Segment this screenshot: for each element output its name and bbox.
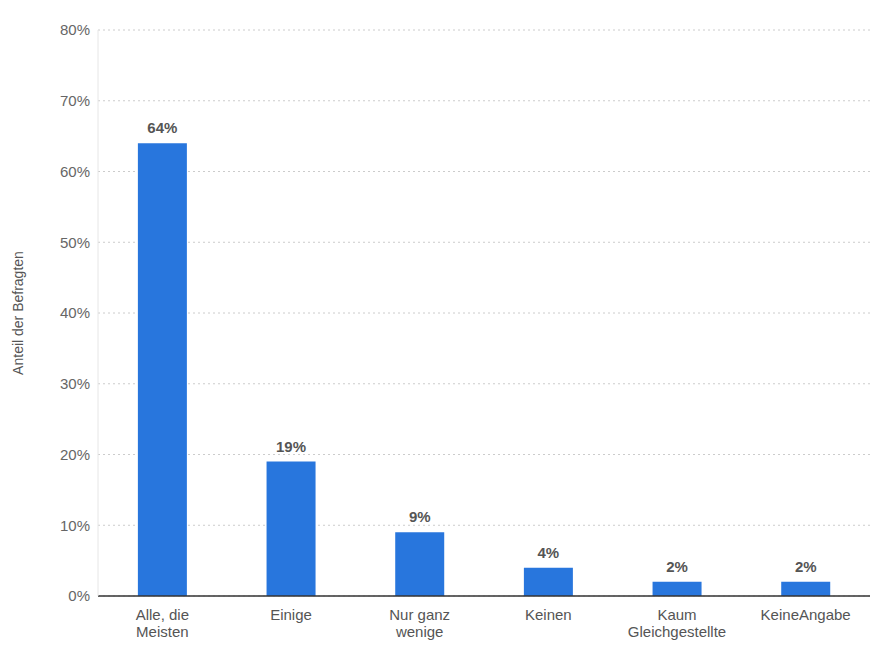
svg-text:30%: 30% <box>60 375 90 392</box>
svg-text:9%: 9% <box>409 508 431 525</box>
svg-text:0%: 0% <box>68 587 90 604</box>
svg-text:Nur ganzwenige: Nur ganzwenige <box>389 606 450 640</box>
svg-text:2%: 2% <box>666 558 688 575</box>
svg-text:Keinen: Keinen <box>525 606 572 623</box>
svg-text:KeineAngabe: KeineAngabe <box>761 606 851 623</box>
svg-text:Einige: Einige <box>270 606 312 623</box>
svg-text:20%: 20% <box>60 446 90 463</box>
svg-text:80%: 80% <box>60 21 90 38</box>
svg-text:50%: 50% <box>60 234 90 251</box>
svg-text:60%: 60% <box>60 163 90 180</box>
svg-text:10%: 10% <box>60 517 90 534</box>
svg-text:19%: 19% <box>276 438 306 455</box>
svg-text:70%: 70% <box>60 92 90 109</box>
svg-text:4%: 4% <box>538 544 560 561</box>
svg-text:KaumGleichgestellte: KaumGleichgestellte <box>628 606 726 640</box>
svg-text:64%: 64% <box>147 119 177 136</box>
svg-text:40%: 40% <box>60 304 90 321</box>
svg-text:2%: 2% <box>795 558 817 575</box>
svg-text:Alle, dieMeisten: Alle, dieMeisten <box>136 606 189 640</box>
svg-text:Anteil der Befragten: Anteil der Befragten <box>10 251 26 375</box>
